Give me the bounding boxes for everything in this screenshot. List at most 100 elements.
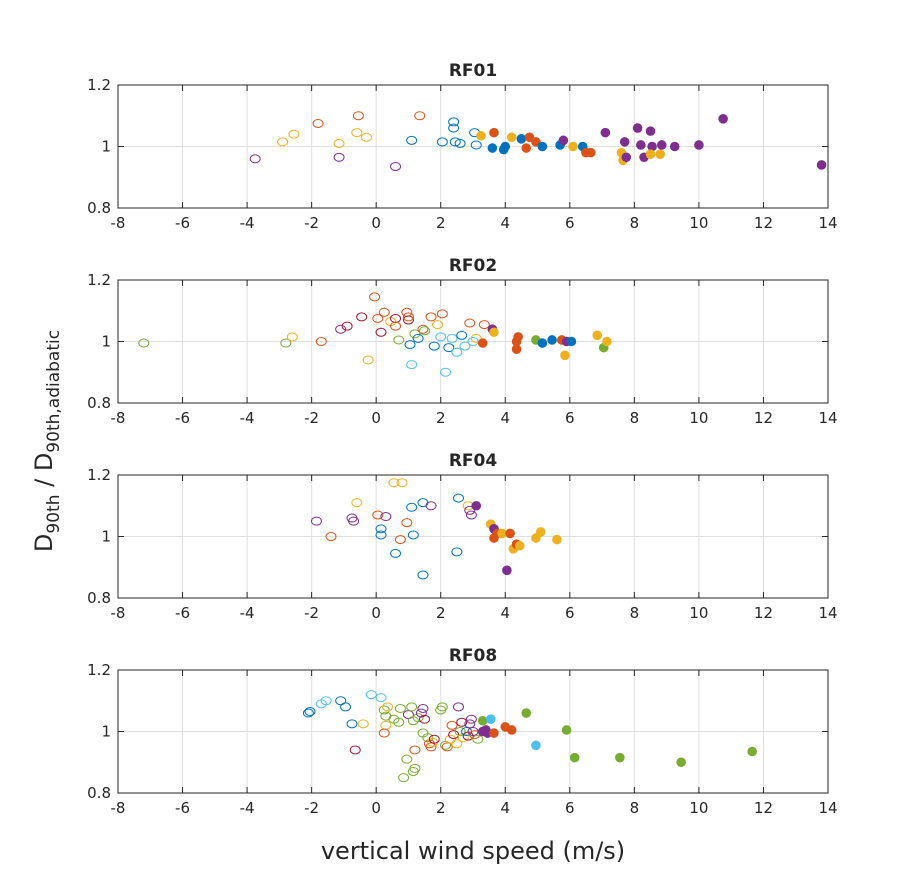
- x-tick-label: 14: [818, 409, 837, 427]
- data-point: [444, 734, 456, 744]
- data-point: [425, 742, 437, 752]
- data-point: [406, 702, 418, 712]
- x-tick-label: -8: [111, 799, 126, 817]
- x-tick-label: -4: [240, 214, 255, 232]
- data-point: [380, 720, 392, 730]
- data-point: [561, 725, 572, 735]
- data-point: [362, 355, 374, 365]
- data-point: [325, 532, 337, 541]
- data-point: [288, 129, 300, 139]
- data-point: [552, 534, 562, 545]
- data-point: [409, 329, 421, 339]
- data-point: [636, 140, 646, 150]
- data-point: [516, 134, 527, 144]
- data-point: [568, 141, 578, 152]
- data-point: [401, 754, 413, 764]
- data-point: [302, 708, 314, 718]
- data-point: [500, 141, 511, 152]
- y-axis-label-main: D: [30, 534, 58, 552]
- x-tick-label: -4: [240, 604, 255, 622]
- data-point: [365, 690, 377, 700]
- data-point: [600, 127, 611, 138]
- data-point: [489, 327, 499, 338]
- data-point: [335, 324, 347, 334]
- panel-rf02: -8 -6 -4 -2 0 2 4 6 8 10 12 14 0.8 1 1.2 RF02: [87, 256, 837, 427]
- data-point: [417, 324, 429, 334]
- x-tick-label: 14: [818, 604, 837, 622]
- x-tick-label: 2: [436, 409, 446, 427]
- data-point: [286, 332, 298, 342]
- data-point: [521, 708, 532, 718]
- x-tick-label: 6: [565, 604, 575, 622]
- y-tick-label: 1: [101, 333, 111, 351]
- y-tick-label: 1.2: [87, 76, 111, 94]
- data-point: [535, 527, 546, 537]
- x-tick-label: 0: [371, 214, 381, 232]
- data-point: [531, 740, 541, 751]
- data-point: [249, 154, 261, 164]
- data-point: [485, 714, 496, 725]
- data-point: [464, 318, 476, 328]
- y-tick-label: 1.2: [87, 661, 111, 679]
- data-point: [390, 161, 402, 171]
- data-point: [456, 717, 468, 727]
- data-point: [452, 493, 464, 503]
- data-point: [467, 337, 479, 346]
- x-tick-label: -2: [304, 409, 319, 427]
- panel-title: RF02: [449, 256, 497, 276]
- y-tick-label: 1.2: [87, 466, 111, 484]
- data-point: [816, 160, 827, 170]
- data-point: [375, 524, 387, 534]
- data-point: [357, 719, 369, 729]
- data-point: [448, 730, 460, 740]
- data-point: [436, 702, 448, 712]
- data-point: [417, 570, 429, 580]
- x-axis-label: vertical wind speed (m/s): [321, 837, 625, 865]
- data-point: [361, 132, 372, 142]
- x-tick-label: 14: [818, 214, 837, 232]
- data-point: [375, 327, 387, 337]
- data-point: [656, 140, 667, 150]
- data-point: [497, 528, 507, 539]
- data-point: [511, 344, 522, 354]
- data-point: [464, 505, 476, 515]
- data-point: [487, 143, 498, 153]
- data-point: [454, 138, 466, 148]
- data-point: [694, 140, 704, 150]
- data-point: [531, 137, 541, 147]
- y-axis-label: D90th / D90th,adiabatic: [30, 330, 64, 552]
- data-point: [547, 335, 557, 345]
- data-point: [401, 307, 413, 317]
- data-point: [569, 752, 580, 763]
- x-tick-label: -8: [111, 409, 126, 427]
- data-point: [465, 714, 477, 724]
- x-tick-label: 10: [689, 409, 708, 427]
- data-point: [393, 335, 405, 345]
- data-point: [489, 127, 499, 138]
- panel-rf04: -8 -6 -4 -2 0 2 4 6 8 10 12 14 0.8 1 1.2 RF04: [87, 451, 837, 622]
- data-point: [412, 333, 424, 343]
- x-tick-label: 12: [754, 799, 773, 817]
- data-point: [381, 702, 393, 712]
- y-tick-label: 1.2: [87, 271, 111, 289]
- data-point: [506, 132, 517, 143]
- data-point: [372, 313, 384, 323]
- x-tick-label: 12: [754, 604, 773, 622]
- data-point: [454, 727, 466, 736]
- y-tick-label: 1: [101, 723, 111, 741]
- data-point: [477, 715, 488, 726]
- x-tick-label: 4: [500, 409, 510, 427]
- x-tick-label: 8: [630, 409, 640, 427]
- data-point: [655, 149, 665, 159]
- data-point: [351, 498, 363, 508]
- panel-title: RF04: [449, 451, 498, 471]
- data-point: [380, 512, 392, 522]
- data-point: [402, 315, 414, 325]
- data-point: [394, 535, 406, 545]
- data-point: [369, 292, 381, 302]
- y-tick-label: 1: [101, 528, 111, 546]
- data-point: [396, 478, 408, 488]
- data-point: [341, 321, 353, 331]
- data-point: [602, 336, 612, 347]
